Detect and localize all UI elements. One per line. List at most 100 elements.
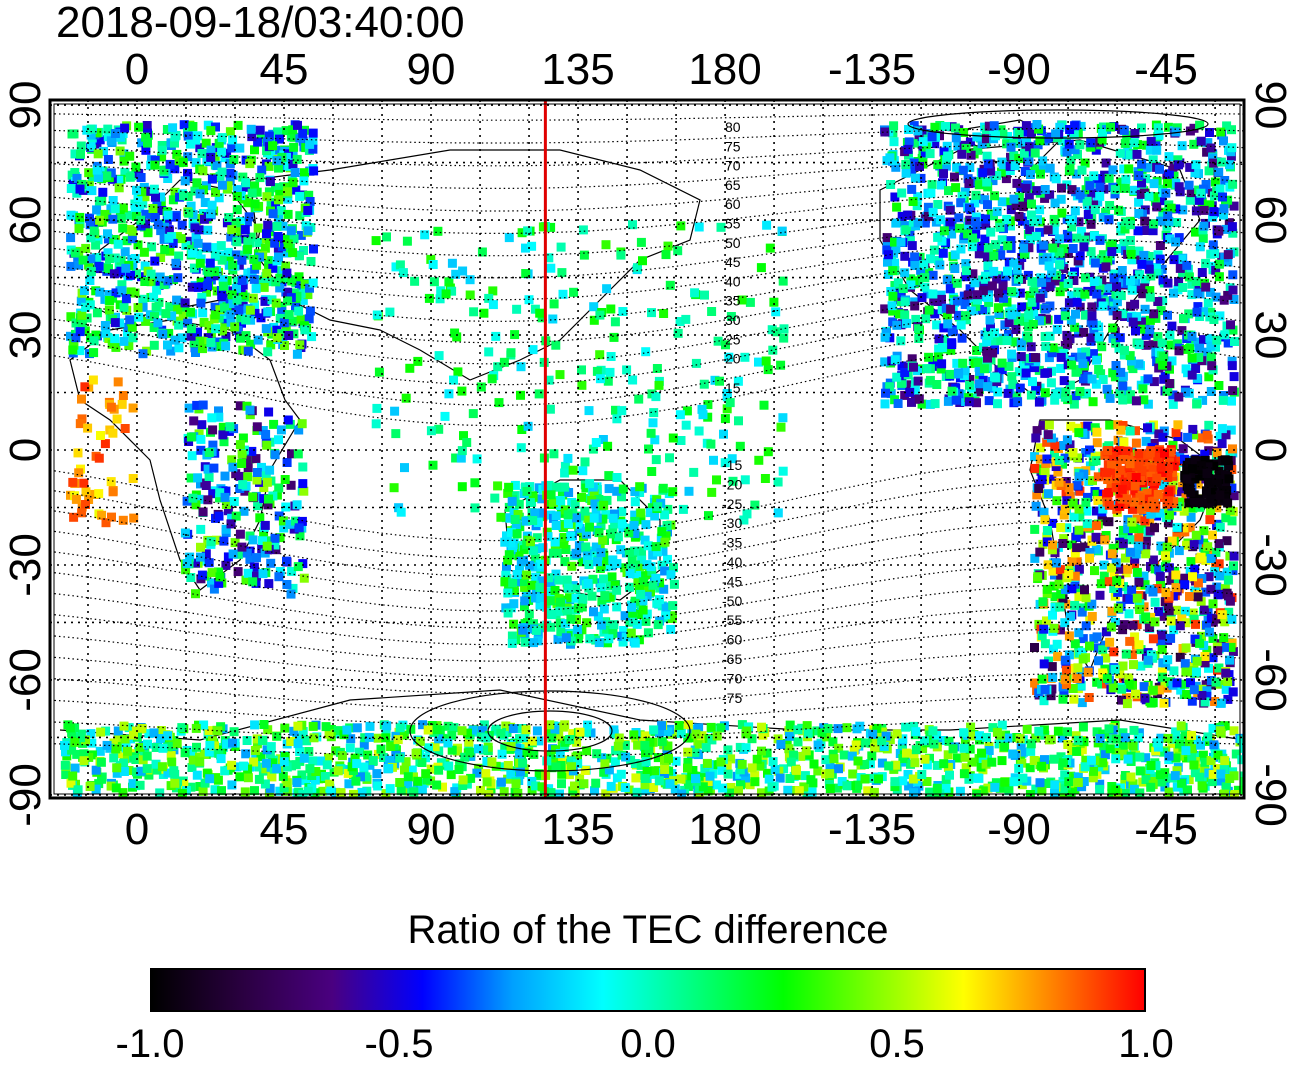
tec-cell <box>1131 326 1140 336</box>
tec-cell <box>1057 136 1067 146</box>
tec-cell <box>1155 770 1165 780</box>
tec-cell <box>119 336 129 346</box>
tec-cell <box>291 185 301 195</box>
tec-cell <box>531 572 541 582</box>
tec-cell <box>264 187 274 197</box>
tec-cell <box>1204 372 1214 382</box>
tec-cell <box>1210 567 1220 577</box>
tec-cell <box>1148 340 1158 350</box>
tec-cell <box>534 769 544 779</box>
tec-cell <box>1137 123 1146 133</box>
tec-cell <box>170 164 180 174</box>
tec-cell <box>77 179 87 189</box>
tec-cell <box>417 758 427 767</box>
tec-cell <box>197 292 207 302</box>
tec-cell <box>1040 730 1050 740</box>
tec-cell <box>663 554 672 564</box>
tec-cell <box>1196 597 1206 607</box>
tec-cell <box>908 197 918 206</box>
tec-cell <box>1094 656 1103 666</box>
tec-cell <box>1228 444 1237 454</box>
tec-cell <box>886 389 896 399</box>
tec-cell <box>164 233 174 243</box>
tec-cell <box>199 317 209 327</box>
tec-cell <box>180 305 190 315</box>
tec-cell <box>560 737 570 747</box>
tec-cell <box>952 162 962 172</box>
tec-cell <box>1161 588 1171 597</box>
tec-cell <box>479 745 489 755</box>
continent-outline <box>59 689 1244 741</box>
tec-cell <box>924 305 934 315</box>
tec-cell <box>274 163 283 173</box>
tec-cell <box>555 606 565 616</box>
tec-cell <box>1139 188 1149 198</box>
tec-cell <box>1072 233 1082 243</box>
tec-cell <box>636 770 646 780</box>
tec-cell <box>1035 205 1045 215</box>
tec-cell <box>180 748 190 758</box>
tec-cell <box>1078 634 1088 644</box>
tec-cell <box>291 760 301 770</box>
tec-cell <box>966 722 976 732</box>
tec-cell <box>283 234 292 244</box>
tec-cell <box>923 202 933 212</box>
tec-cell <box>94 779 104 789</box>
tec-cell <box>932 731 942 740</box>
tec-cell <box>1040 467 1050 477</box>
tec-cell <box>1070 548 1080 558</box>
tec-cell <box>1113 603 1123 613</box>
tec-cell <box>1155 164 1164 174</box>
tec-cell <box>220 303 229 313</box>
tec-cell <box>1009 194 1019 204</box>
tec-cell <box>671 756 681 766</box>
tec-cell <box>172 783 181 793</box>
tec-cell <box>191 232 201 242</box>
tec-cell <box>997 197 1007 207</box>
tec-cell <box>888 266 898 276</box>
tec-cell <box>1129 524 1138 534</box>
tec-cell <box>1101 208 1111 218</box>
tec-cell <box>1211 342 1220 352</box>
tec-cell <box>110 318 120 328</box>
tec-cell <box>1025 763 1035 773</box>
tec-cell <box>320 772 330 781</box>
tec-cell <box>163 174 173 183</box>
tec-cell <box>1082 519 1092 529</box>
tec-cell <box>174 320 184 330</box>
tec-cell <box>1051 129 1061 139</box>
tec-cell <box>307 332 317 342</box>
tec-cell <box>1215 431 1225 441</box>
tec-cell <box>1016 352 1026 362</box>
tec-cell <box>1195 242 1205 252</box>
tec-cell <box>1131 438 1141 448</box>
tec-cell <box>558 521 568 531</box>
tec-cell <box>103 229 112 239</box>
tec-cell <box>154 280 164 290</box>
tec-cell <box>1183 432 1193 442</box>
tec-cell <box>93 235 103 245</box>
tec-cell <box>292 154 302 164</box>
tec-cell <box>1220 176 1230 185</box>
tec-cell <box>69 129 79 139</box>
tec-cell <box>244 212 254 222</box>
tec-cell <box>1105 420 1115 430</box>
tec-cell <box>1150 772 1160 782</box>
tec-cell <box>1158 432 1168 442</box>
tec-cell <box>1049 581 1059 591</box>
tec-cell <box>250 786 259 796</box>
tec-cell <box>515 767 525 777</box>
tec-cell <box>1143 655 1153 665</box>
tec-cell <box>1199 205 1209 215</box>
tec-cell <box>982 346 992 356</box>
tec-cell <box>229 727 239 737</box>
tec-cell <box>1184 180 1194 190</box>
tec-cell <box>1137 524 1147 534</box>
tec-cell <box>149 292 159 302</box>
tec-cell <box>530 508 540 518</box>
tec-cell <box>1220 642 1229 652</box>
tec-cell <box>1119 164 1129 174</box>
tec-cell <box>1002 214 1012 224</box>
tec-cell <box>111 744 121 754</box>
tec-cell <box>1038 597 1048 607</box>
